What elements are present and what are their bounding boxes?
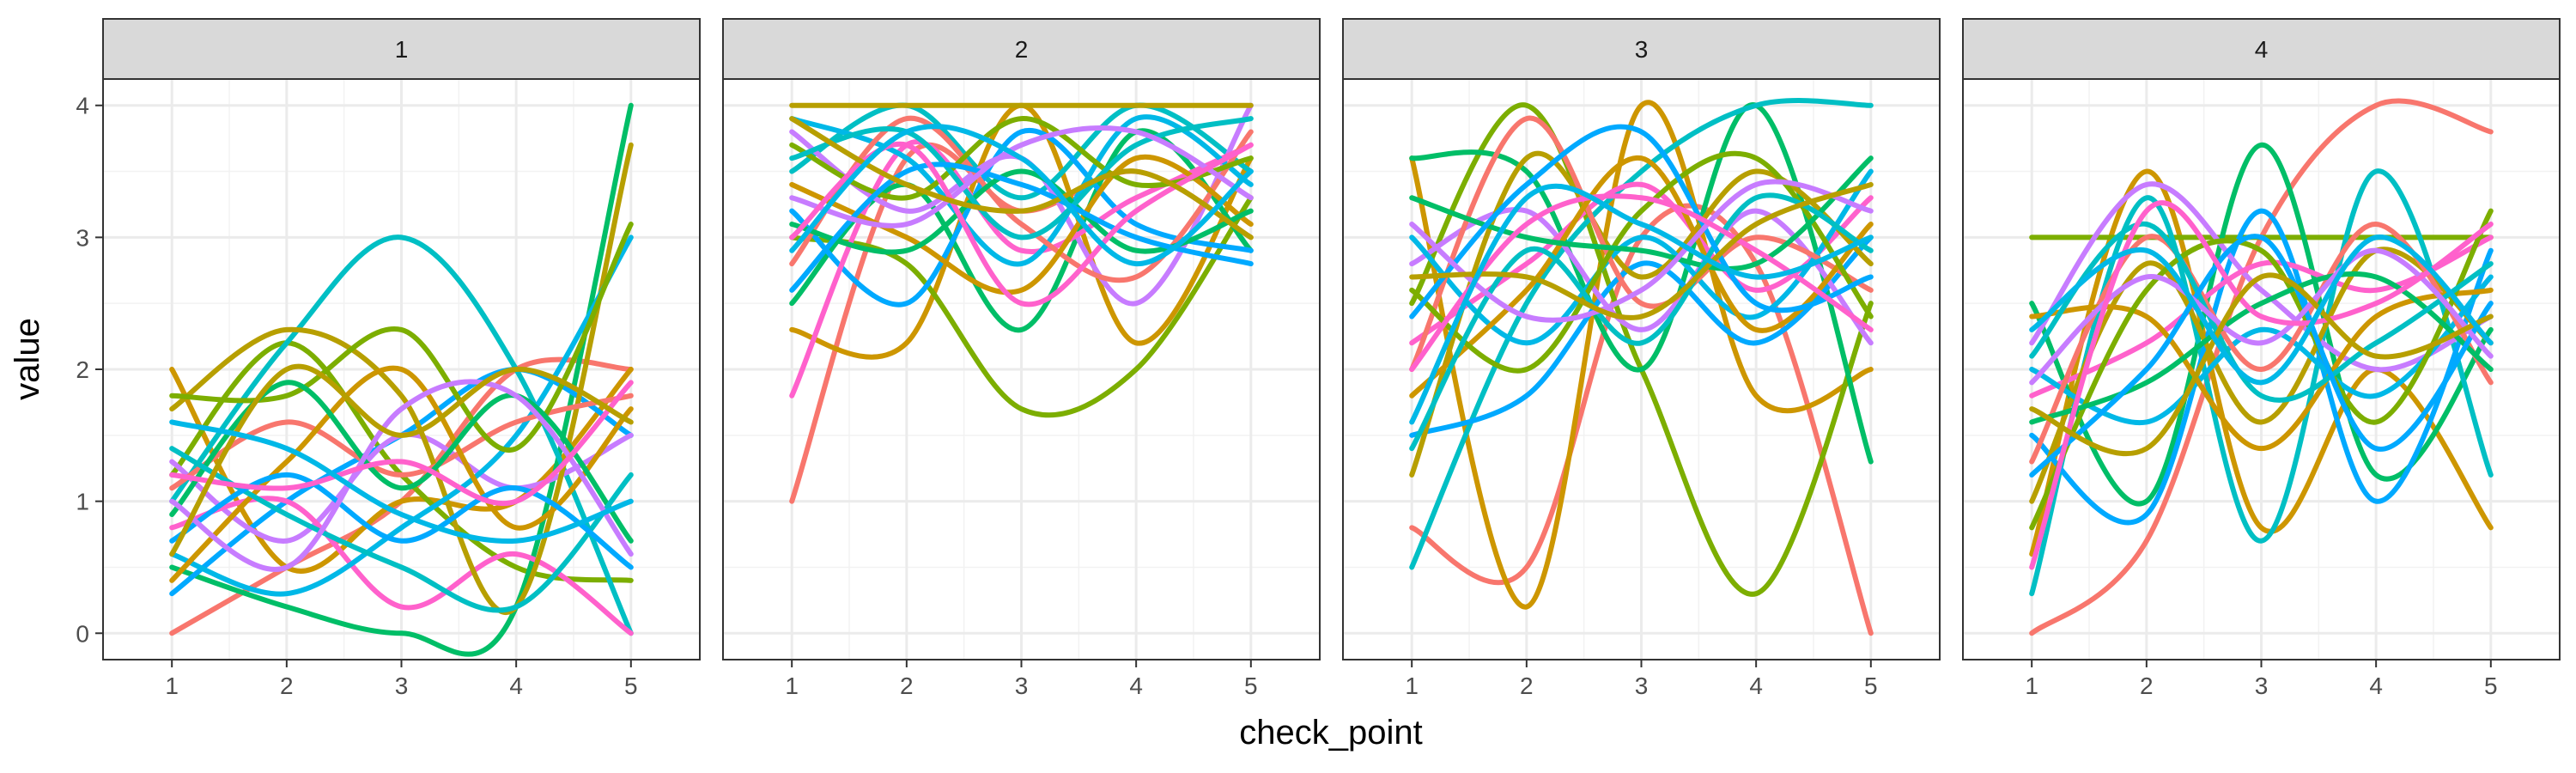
series-line (2029, 208, 2494, 531)
panel-strip (1962, 18, 2561, 80)
x-tick-label: 3 (1635, 673, 1649, 699)
x-tick-label: 1 (1405, 673, 1419, 699)
panel-3: 3 1 2 3 4 5 (1342, 18, 1941, 699)
y-tick-label: 3 (76, 224, 89, 251)
y-tick-label: 1 (76, 489, 89, 515)
panel-4: 4 1 2 3 4 5 (1962, 18, 2561, 699)
series-line (169, 365, 634, 583)
series-group (1409, 98, 1874, 636)
series-line (1409, 192, 1874, 452)
x-tick-label: 5 (1244, 673, 1258, 699)
x-tick-label: 2 (2140, 673, 2154, 699)
y-tick-label: 0 (76, 620, 89, 647)
series-line (169, 379, 634, 572)
y-tick-label: 4 (76, 93, 89, 119)
series-line (2029, 272, 2494, 457)
series-line (789, 116, 1254, 201)
series-line (1409, 234, 1874, 438)
series-line (2029, 271, 2494, 425)
series-line (1409, 179, 1874, 323)
series-line (789, 102, 1254, 201)
series-line (169, 222, 634, 453)
x-tick-label: 3 (1015, 673, 1029, 699)
panel-2: 2 1 2 3 4 5 (722, 18, 1321, 699)
x-tick-label: 5 (1864, 673, 1878, 699)
x-tick-label: 3 (395, 673, 409, 699)
series-line (1409, 124, 1874, 320)
series-line (2029, 200, 2494, 570)
series-line (789, 125, 1254, 228)
panel-strip (102, 18, 701, 80)
panel-strip (1342, 18, 1941, 80)
series-line (789, 116, 1254, 240)
series-line (2029, 234, 2494, 386)
panel-strip-label: 3 (1635, 36, 1649, 63)
series-line (2029, 168, 2494, 557)
x-tick-label: 2 (280, 673, 294, 699)
series-line (169, 234, 634, 636)
x-tick-label: 4 (509, 673, 523, 699)
series-line (2029, 221, 2494, 403)
panel-strip-label: 2 (1015, 36, 1029, 63)
series-line (169, 446, 634, 613)
y-tick-label: 2 (76, 356, 89, 383)
series-line (2029, 234, 2494, 399)
x-tick-label: 1 (2025, 673, 2038, 699)
series-line (1409, 102, 1874, 465)
x-tick-label: 4 (1129, 673, 1143, 699)
series-line (169, 419, 634, 545)
series-line (2029, 98, 2494, 636)
series-line (1409, 155, 1874, 399)
x-tick-label: 5 (2484, 673, 2498, 699)
series-group (169, 102, 634, 657)
panel-strip-label: 1 (395, 36, 409, 63)
series-line (789, 124, 1254, 267)
panel-strip-label: 4 (2255, 36, 2269, 63)
panel-1: 1 1 2 3 4 5 0 1 2 3 4 (76, 18, 701, 699)
x-tick-label: 2 (1520, 673, 1534, 699)
x-tick-label: 4 (1749, 673, 1763, 699)
series-group (789, 102, 1254, 504)
x-tick-label: 3 (2255, 673, 2269, 699)
y-axis-title: value (9, 318, 46, 400)
series-line (789, 127, 1254, 307)
x-tick-label: 2 (900, 673, 914, 699)
panel-strip (722, 18, 1321, 80)
x-axis-title: check_point (1239, 714, 1422, 752)
series-line (1409, 183, 1874, 425)
series-line (2029, 234, 2494, 478)
x-tick-label: 1 (165, 673, 179, 699)
series-group (2029, 98, 2494, 636)
series-line (2029, 208, 2494, 526)
series-line (1409, 155, 1874, 271)
x-tick-label: 1 (785, 673, 799, 699)
series-line (169, 380, 634, 506)
series-line (1409, 115, 1874, 372)
series-line (2029, 247, 2494, 504)
series-line (2029, 142, 2494, 507)
series-line (789, 161, 1254, 293)
x-tick-label: 4 (2369, 673, 2383, 699)
x-tick-label: 5 (624, 673, 638, 699)
series-line (2029, 287, 2494, 452)
series-line (1409, 181, 1874, 320)
panels: 1 1 2 3 4 5 0 1 2 3 4 2 1 2 3 4 5 3 1 2 3 4 5 4 1 2 3 4 5 (76, 18, 2561, 699)
